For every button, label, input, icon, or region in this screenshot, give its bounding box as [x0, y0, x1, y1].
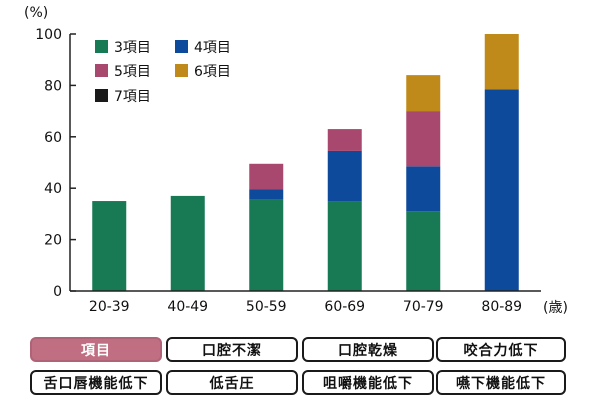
legend-label: 6項目 [194, 64, 231, 80]
x-axis-label: (歳) [543, 300, 568, 315]
bar-60-69-series-1 [327, 150, 362, 202]
x-tick-label: 40-49 [167, 299, 208, 315]
legend-swatch [95, 64, 108, 77]
tag-tongue-lip-function[interactable]: 舌口唇機能低下 [30, 370, 162, 395]
legend-swatch [175, 40, 188, 53]
bar-70-79-series-2 [406, 111, 441, 167]
tag-tongue-pressure[interactable]: 低舌圧 [166, 370, 298, 395]
tag-oral-hygiene[interactable]: 口腔不潔 [166, 337, 298, 362]
bar-60-69-series-0 [327, 201, 362, 291]
bar-60-69-series-2 [327, 129, 362, 151]
bar-70-79-series-3 [406, 75, 441, 112]
tag-mastication-function[interactable]: 咀嚼機能低下 [302, 370, 434, 395]
legend: 3項目 4項目 5項目 6項目 7項目 [95, 40, 231, 105]
legend-label: 5項目 [114, 64, 151, 80]
y-tick-label: 100 [35, 27, 62, 43]
tag-swallowing-function[interactable]: 嚥下機能低下 [436, 370, 566, 395]
legend-swatch [95, 40, 108, 53]
legend-label: 3項目 [114, 40, 151, 56]
bars-group [92, 34, 519, 291]
symptom-tag-grid: 項目 口腔不潔 口腔乾燥 咬合力低下 舌口唇機能低下 低舌圧 咀嚼機能低下 嚥下… [30, 337, 566, 395]
bar-80-89-series-1 [484, 89, 519, 291]
bar-20-39-series-0 [92, 201, 127, 291]
bar-70-79-series-0 [406, 211, 441, 291]
y-tick-label: 0 [53, 284, 62, 300]
legend-swatch [95, 89, 108, 102]
y-axis-label: (%) [24, 5, 48, 21]
x-tick-label: 20-39 [89, 299, 130, 315]
tag-bite-force[interactable]: 咬合力低下 [436, 337, 566, 362]
y-ticks-group: 0 20 40 60 80 100 [35, 27, 76, 300]
bar-40-49-series-0 [170, 195, 205, 291]
tag-oral-dryness[interactable]: 口腔乾燥 [302, 337, 434, 362]
legend-swatch [175, 64, 188, 77]
legend-label: 7項目 [114, 89, 151, 105]
stacked-bar-chart: (%) 0 20 40 60 80 100 20-39 40-49 50-59 60-69 70-… [24, 5, 568, 315]
y-tick-label: 60 [44, 130, 62, 146]
bar-50-59-series-2 [249, 163, 284, 190]
bar-50-59-series-0 [249, 199, 284, 291]
x-tick-label: 70-79 [403, 299, 444, 315]
y-tick-label: 80 [44, 78, 62, 94]
y-tick-label: 40 [44, 181, 62, 197]
legend-label: 4項目 [194, 40, 231, 56]
tag-items[interactable]: 項目 [30, 337, 162, 362]
x-tick-label: 50-59 [246, 299, 287, 315]
x-tick-label: 60-69 [324, 299, 365, 315]
bar-70-79-series-1 [406, 166, 441, 212]
y-tick-label: 20 [44, 233, 62, 249]
bar-80-89-series-3 [484, 34, 519, 90]
bar-50-59-series-1 [249, 189, 284, 200]
x-tick-label: 80-89 [481, 299, 522, 315]
x-ticks-group: 20-39 40-49 50-59 60-69 70-79 80-89 [89, 299, 522, 315]
